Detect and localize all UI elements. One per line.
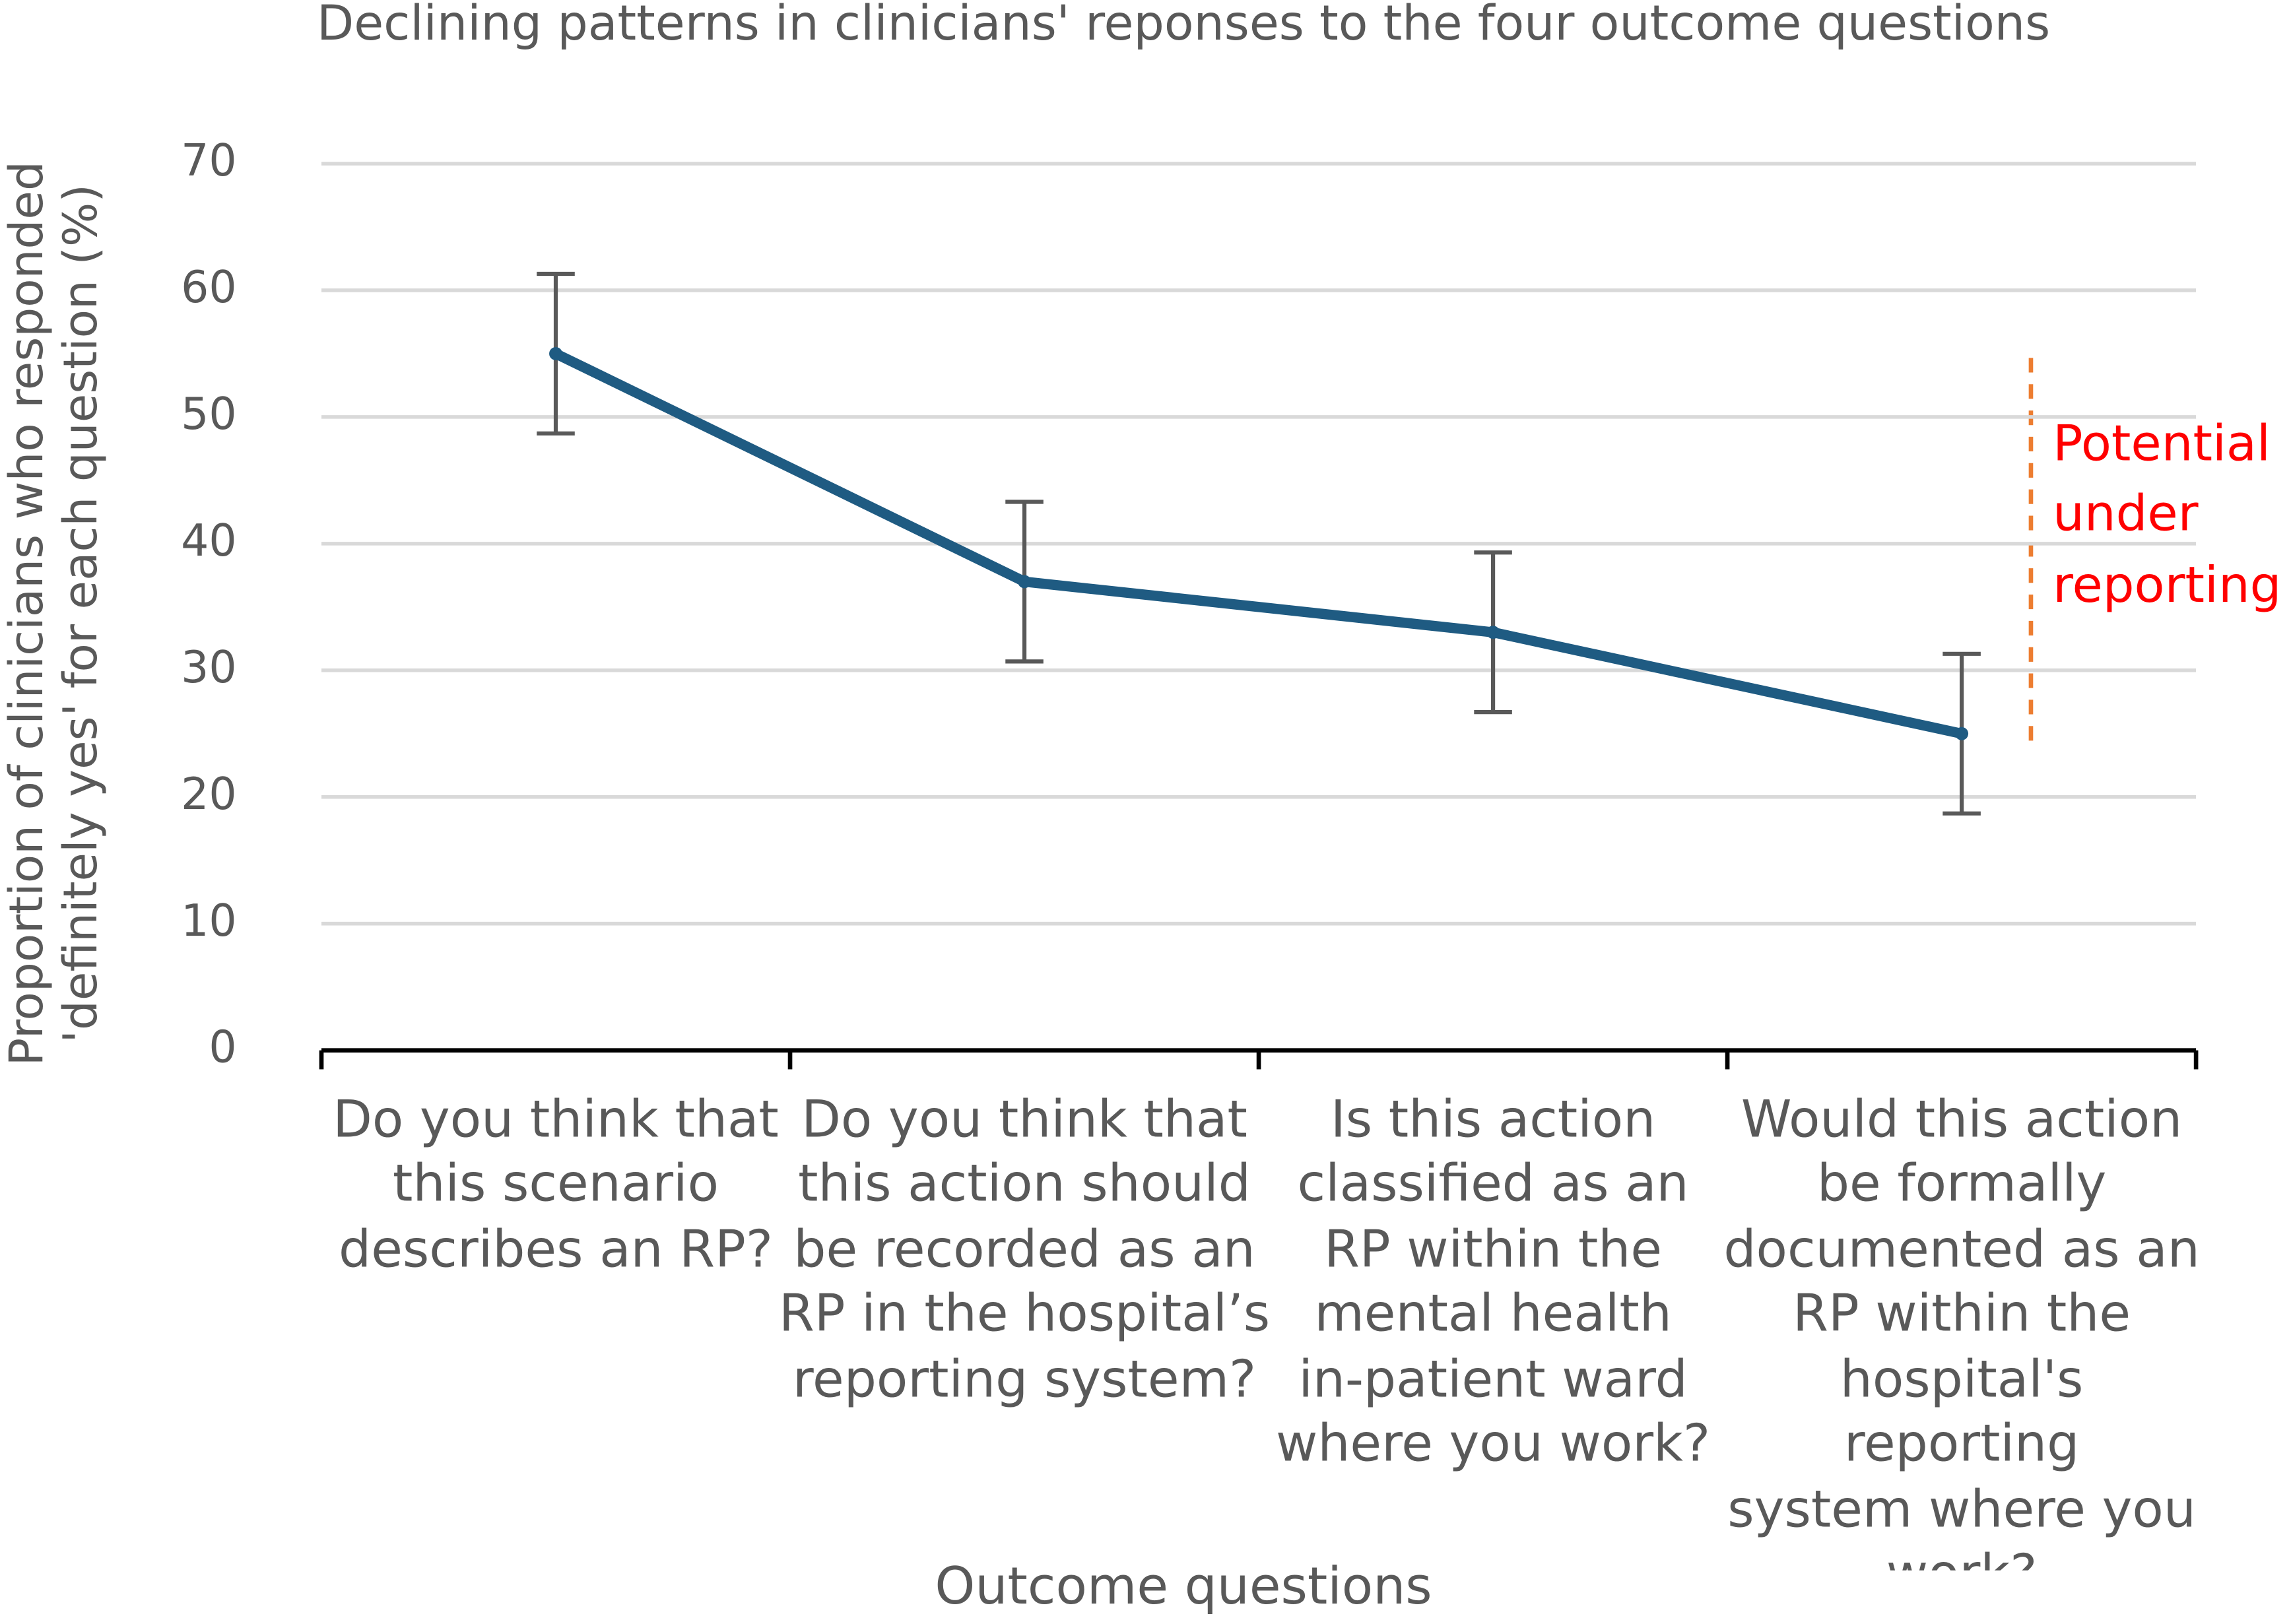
x-tick-label-box: Is this action classified as an RP withi…: [1275, 1091, 1711, 1475]
y-tick-label: 30: [181, 641, 236, 693]
y-tick-label: 40: [181, 515, 236, 566]
x-tick-label: Do you think that this scenario describe…: [333, 1091, 779, 1280]
annotation: Potential under reporting: [2053, 414, 2282, 614]
data-point: [549, 346, 562, 360]
annotation-box: Potential under reporting: [2053, 414, 2282, 614]
y-tick-label: 50: [181, 388, 236, 439]
y-axis-label-box: Proportion of clinicians who responded '…: [0, 161, 108, 1066]
x-tick-label: Do you think that this action should be …: [778, 1091, 1271, 1410]
data-point: [1955, 727, 1969, 740]
data-point: [1486, 626, 1500, 639]
y-axis-label: Proportion of clinicians who responded '…: [0, 161, 108, 1066]
data-point: [1018, 575, 1032, 589]
x-axis-label: Outcome questions: [935, 1557, 1432, 1616]
x-tick-label: Is this action classified as an RP withi…: [1275, 1091, 1711, 1475]
x-tick-label-box: Do you think that this scenario describe…: [333, 1091, 779, 1280]
y-tick-label: 20: [181, 768, 236, 820]
chart-title: Declining patterns in clinicians' repons…: [317, 0, 2050, 51]
data-line: [550, 348, 1967, 739]
y-tick-label: 0: [209, 1022, 236, 1073]
y-tick-label: 70: [181, 135, 236, 186]
y-tick-label: 10: [181, 895, 236, 946]
x-tick-label-box: Do you think that this action should be …: [778, 1091, 1271, 1410]
x-tick-label: Would this action be formally documented…: [1723, 1091, 2200, 1571]
y-tick-label: 60: [181, 261, 236, 313]
x-tick-label-box: Would this action be formally documented…: [1723, 1091, 2200, 1571]
